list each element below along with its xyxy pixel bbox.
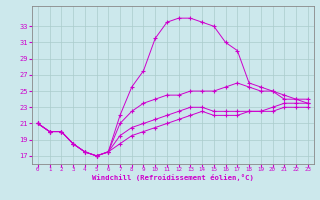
X-axis label: Windchill (Refroidissement éolien,°C): Windchill (Refroidissement éolien,°C)	[92, 174, 254, 181]
